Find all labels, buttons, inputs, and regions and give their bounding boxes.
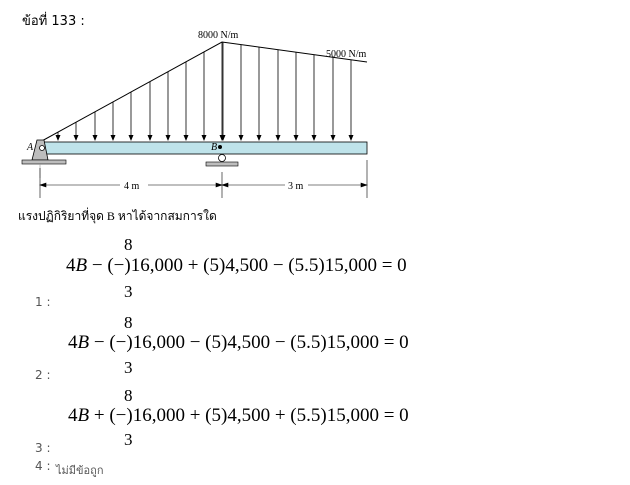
- pin-support-a: [21, 139, 67, 178]
- equation-1: 4B − (−)16,000 + (5)4,500 − (5.5)15,000 …: [66, 255, 407, 276]
- option-label: 1 :: [35, 295, 51, 309]
- load-arrow-head: [311, 135, 317, 141]
- roller-support-b: [205, 145, 239, 167]
- load-arrow-head: [201, 135, 207, 141]
- load-arrow-head: [128, 135, 134, 141]
- dimension-right-label: 3 m: [288, 181, 304, 192]
- load-arrow-head: [238, 135, 244, 141]
- beam-diagram: 8000 N/m 5000 N/m A B 4 m 3 m: [21, 30, 368, 198]
- option-label: 4 :: [35, 459, 51, 473]
- equation-3: 4B + (−)16,000 + (5)4,500 + (5.5)15,000 …: [68, 405, 409, 426]
- support-b-label: B: [211, 142, 217, 153]
- load-label-left: 8000 N/m: [198, 30, 239, 41]
- fraction-denominator: 3: [124, 430, 133, 449]
- beam: [39, 141, 368, 155]
- load-arrow-head: [92, 135, 98, 141]
- load-arrow-head: [219, 135, 225, 141]
- load-envelope: [39, 41, 368, 143]
- support-a-label: A: [26, 142, 34, 153]
- load-arrow-head: [275, 135, 281, 141]
- load-arrow-head: [73, 135, 79, 141]
- distributed-load-arrows: [55, 42, 354, 141]
- question-text: แรงปฏิกิริยาที่จุด B หาได้จากสมการใด: [18, 209, 217, 223]
- question-title: ข้อที่ 133 :: [22, 14, 85, 29]
- load-arrow-head: [110, 135, 116, 141]
- load-arrow-head: [147, 135, 153, 141]
- fraction-denominator: 3: [124, 358, 133, 377]
- option-label: 2 :: [35, 368, 51, 382]
- equation-2: 4B − (−)16,000 − (5)4,500 − (5.5)15,000 …: [68, 332, 409, 353]
- load-arrow-head: [183, 135, 189, 141]
- fraction-numerator: 8: [124, 235, 133, 254]
- fraction-numerator: 8: [124, 386, 133, 405]
- fraction-denominator: 3: [124, 282, 133, 301]
- load-arrow-head: [55, 135, 61, 141]
- fraction-numerator: 8: [124, 313, 133, 332]
- load-arrow-head: [293, 135, 299, 141]
- load-arrow-head: [165, 135, 171, 141]
- load-arrow-head: [256, 135, 262, 141]
- dimension-lines: [39, 160, 368, 198]
- dimension-left-label: 4 m: [124, 181, 140, 192]
- option-label: 3 :: [35, 441, 51, 455]
- load-arrow-head: [330, 135, 336, 141]
- load-arrow-head: [348, 135, 354, 141]
- option-text: ไม่มีข้อถูก: [56, 464, 104, 477]
- load-label-right: 5000 N/m: [326, 49, 367, 60]
